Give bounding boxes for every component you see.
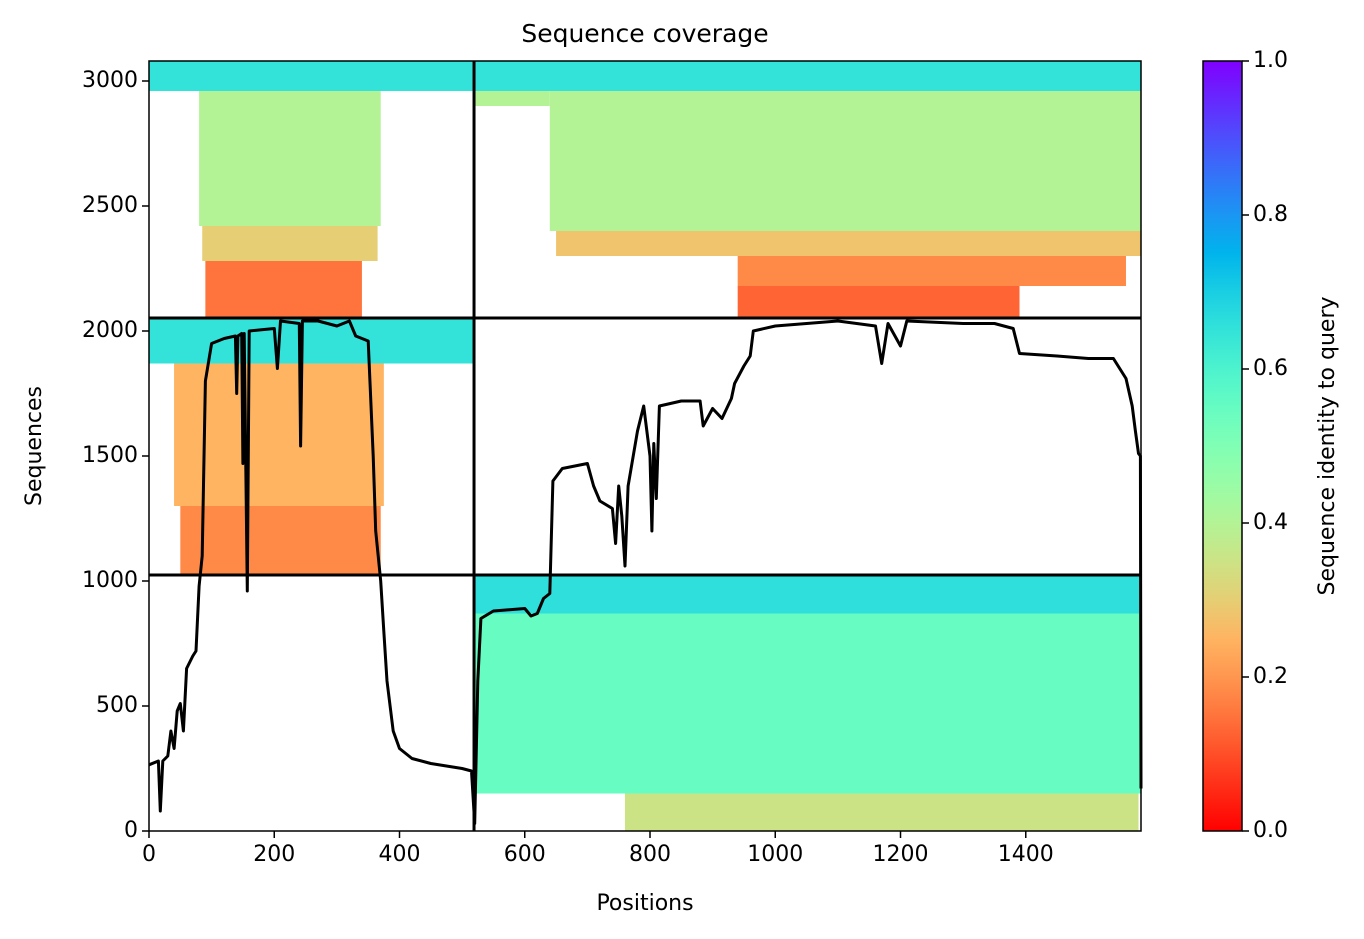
plot-frame bbox=[148, 60, 1142, 832]
identity-block bbox=[149, 61, 475, 91]
identity-block bbox=[199, 91, 381, 226]
colorbar-tick-label: 0.0 bbox=[1253, 818, 1288, 843]
x-tick-label: 400 bbox=[379, 842, 421, 867]
identity-block bbox=[474, 613, 1141, 794]
x-tick-label: 1400 bbox=[998, 842, 1054, 867]
identity-block bbox=[149, 318, 475, 364]
identity-block bbox=[202, 226, 378, 261]
chart-title: Sequence coverage bbox=[521, 19, 768, 48]
identity-block bbox=[180, 506, 381, 575]
x-tick-label: 0 bbox=[142, 842, 156, 867]
identity-block bbox=[737, 256, 1126, 286]
identity-block bbox=[624, 793, 1139, 831]
identity-block bbox=[737, 286, 1020, 318]
y-tick-label: 1500 bbox=[82, 443, 138, 468]
coverage-line bbox=[148, 319, 1143, 825]
coverage-blocks bbox=[149, 61, 1141, 831]
y-tick-label: 1000 bbox=[82, 568, 138, 593]
y-tick-label: 2500 bbox=[82, 193, 138, 218]
identity-block bbox=[474, 61, 1141, 91]
colorbar-tick-label: 0.4 bbox=[1253, 510, 1288, 535]
y-tick-label: 0 bbox=[124, 818, 138, 843]
identity-block bbox=[549, 91, 1141, 231]
x-tick-label: 800 bbox=[629, 842, 671, 867]
colorbar-tick-label: 1.0 bbox=[1253, 48, 1288, 73]
y-tick-label: 2000 bbox=[82, 318, 138, 343]
identity-block bbox=[474, 575, 1141, 614]
x-axis-label: Positions bbox=[596, 891, 693, 916]
identity-block bbox=[474, 91, 550, 106]
identity-block bbox=[174, 363, 384, 506]
colorbar bbox=[1202, 60, 1243, 832]
colorbar-tick-label: 0.2 bbox=[1253, 664, 1288, 689]
x-tick-label: 200 bbox=[253, 842, 295, 867]
y-tick-label: 3000 bbox=[82, 68, 138, 93]
colorbar-label: Sequence identity to query bbox=[1315, 296, 1340, 595]
colorbar-tick-label: 0.8 bbox=[1253, 202, 1288, 227]
identity-block bbox=[556, 231, 1141, 256]
x-tick-label: 1000 bbox=[747, 842, 803, 867]
x-tick-label: 600 bbox=[504, 842, 546, 867]
colorbar-tick-label: 0.6 bbox=[1253, 356, 1288, 381]
x-tick-label: 1200 bbox=[873, 842, 929, 867]
y-tick-label: 500 bbox=[96, 693, 138, 718]
identity-block bbox=[205, 261, 362, 318]
y-axis-label: Sequences bbox=[22, 386, 47, 506]
